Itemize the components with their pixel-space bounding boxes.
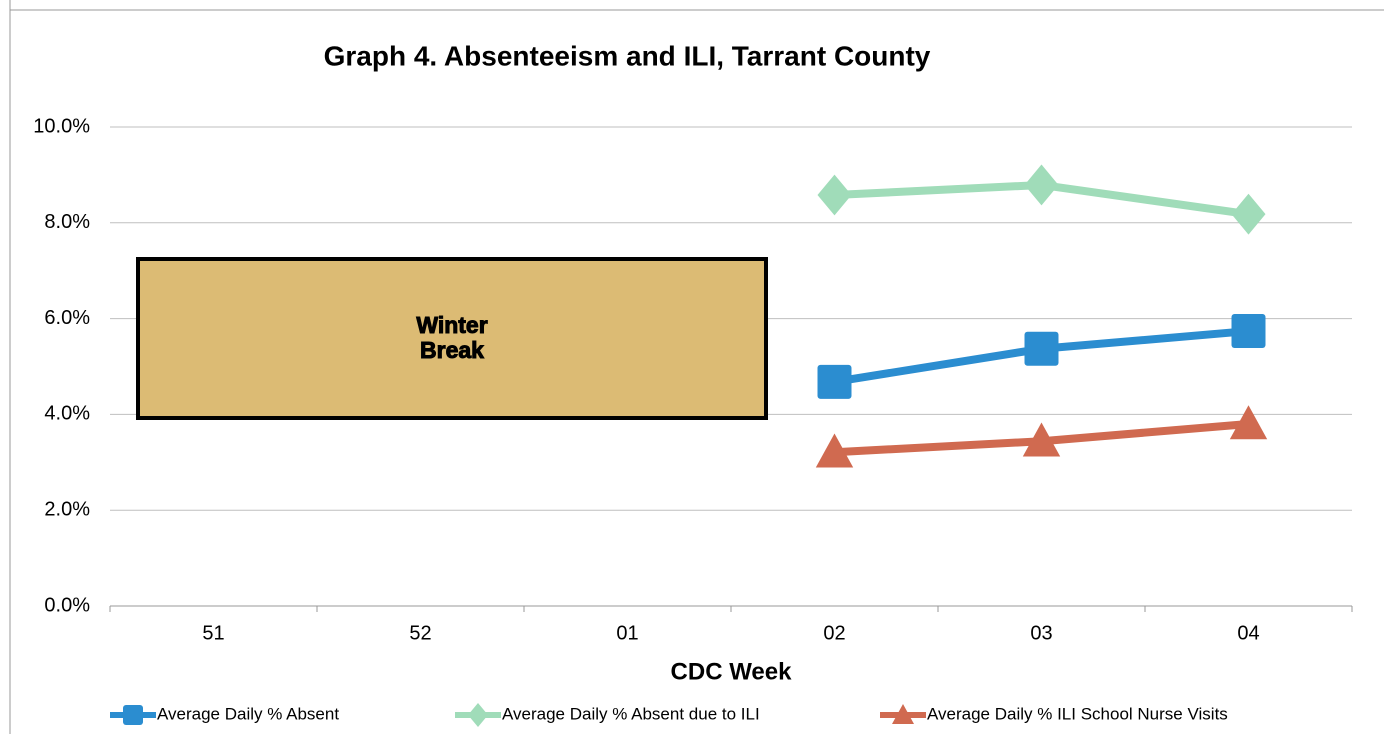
data-point — [1231, 193, 1266, 235]
data-point — [1229, 405, 1268, 440]
data-point — [817, 364, 852, 399]
data-point — [1022, 422, 1061, 457]
x-tick-label: 04 — [1237, 622, 1259, 644]
y-tick-label: 10.0% — [33, 115, 90, 137]
y-tick-label: 2.0% — [44, 498, 90, 520]
data-point — [1231, 314, 1266, 349]
data-point — [1024, 164, 1059, 206]
x-tick-label: 01 — [616, 622, 638, 644]
legend-marker — [468, 703, 488, 727]
legend-marker — [123, 705, 143, 725]
legend-label: Average Daily % Absent — [157, 704, 339, 723]
x-axis-label: CDC Week — [671, 658, 793, 685]
y-tick-label: 6.0% — [44, 307, 90, 329]
annotation: Winter Break — [416, 312, 488, 363]
legend-marker — [892, 704, 914, 724]
legend-label: Average Daily % Absent due to ILI — [502, 704, 760, 723]
y-tick-label: 8.0% — [44, 211, 90, 233]
y-tick-label: 4.0% — [44, 403, 90, 425]
legend-label: Average Daily % ILI School Nurse Visits — [927, 704, 1228, 723]
winter-break-box: Winter Break — [136, 257, 768, 420]
frame — [9, 0, 1384, 734]
x-tick-label: 52 — [409, 622, 431, 644]
data-point — [1024, 331, 1059, 366]
x-tick-label: 51 — [202, 622, 224, 644]
y-tick-label: 0.0% — [44, 594, 90, 616]
x-tick-label: 02 — [823, 622, 845, 644]
x-tick-label: 03 — [1030, 622, 1052, 644]
data-point — [815, 433, 854, 468]
data-point — [817, 174, 852, 216]
chart-title: Graph 4. Absenteeism and ILI, Tarrant Co… — [324, 40, 931, 71]
